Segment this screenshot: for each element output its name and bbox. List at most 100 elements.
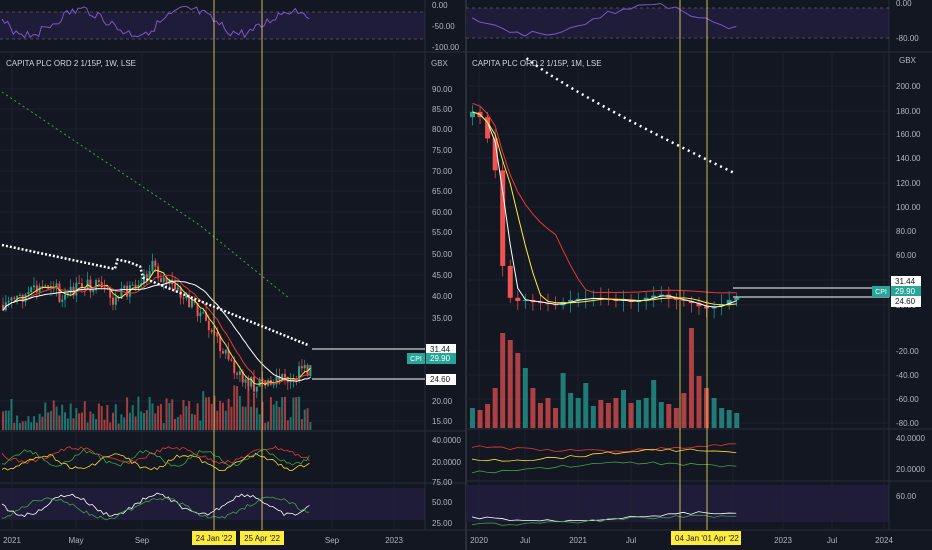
volume-bar — [190, 413, 193, 430]
volume-bar — [13, 422, 16, 430]
candle-body — [154, 260, 157, 267]
candle-body — [61, 299, 64, 302]
rsi-band-left — [0, 12, 425, 39]
candle-body — [247, 379, 250, 387]
volume-bar — [41, 416, 44, 430]
volume-bar — [64, 412, 67, 430]
volume-bar — [162, 423, 165, 430]
volume-bar — [7, 410, 10, 430]
volume-bar — [78, 413, 81, 430]
candle-body — [131, 284, 134, 286]
level-badge — [426, 344, 456, 355]
candle-body — [236, 373, 239, 375]
volume-bar — [281, 397, 284, 430]
candle-body — [109, 289, 112, 298]
y-tick-label-left: 15.00 — [432, 417, 453, 426]
candle-body — [673, 297, 679, 300]
volume-bar — [272, 404, 275, 430]
volume-bar — [295, 397, 298, 430]
y-tick-label-left: 80.00 — [432, 125, 453, 134]
candle-body — [64, 294, 67, 300]
candle-body — [44, 285, 47, 287]
chart-title-right: CAPITA PLC ORD 2 1/15P, 1M, LSE — [472, 59, 602, 68]
candle-body — [492, 138, 498, 171]
rsi-tick-label-right: -80.00 — [896, 34, 919, 43]
x-tick-label-left: May — [68, 536, 83, 545]
volume-bar — [205, 397, 208, 430]
candle-body — [255, 386, 258, 392]
candle-body — [278, 376, 281, 381]
volume-bar — [111, 412, 114, 430]
currency-label-left: GBX — [431, 59, 449, 68]
candle-body — [174, 284, 177, 290]
y-tick-label-right: 140.00 — [896, 154, 921, 163]
candle-body — [241, 371, 244, 383]
oscillator-line-left — [1, 445, 310, 465]
candle-body — [726, 299, 732, 305]
candle-body — [123, 285, 126, 289]
candle-body — [21, 295, 24, 302]
oscillator2-line-right — [471, 514, 737, 526]
volume-bar — [719, 408, 725, 428]
currency-label-right: GBX — [899, 56, 917, 65]
candle-body — [658, 294, 664, 296]
monthly-chart-pane[interactable] — [470, 0, 889, 530]
candle-body — [216, 332, 219, 337]
volume-bar — [179, 414, 182, 430]
volume-bar — [97, 403, 100, 430]
volume-bar — [168, 403, 171, 430]
moving-average-line — [472, 111, 737, 306]
candle-body — [7, 300, 10, 303]
candle-body — [24, 294, 27, 302]
volume-bar — [182, 400, 185, 430]
candle-body — [33, 285, 36, 288]
volume-bar — [278, 407, 281, 430]
y-tick-label-left: 55.00 — [432, 228, 453, 237]
volume-bar — [224, 410, 227, 430]
candle-body — [114, 297, 117, 305]
volume-bar — [44, 402, 47, 430]
ticker-label: CPI — [875, 289, 887, 296]
volume-bar — [199, 420, 202, 430]
volume-bar — [109, 422, 112, 430]
y-tick-label-right: 200.00 — [896, 82, 921, 91]
rsi-line-right — [471, 3, 737, 37]
volume-bar — [145, 410, 148, 430]
volume-bar — [193, 414, 196, 430]
volume-bar — [704, 388, 710, 428]
y-tick-label-left: 75.00 — [432, 146, 453, 155]
candle-body — [55, 283, 58, 289]
candle-body — [500, 170, 506, 266]
candle-body — [151, 260, 154, 272]
volume-bar — [103, 419, 106, 430]
candle-body — [298, 366, 301, 381]
volume-bar — [131, 405, 134, 430]
volume-bar — [207, 396, 210, 430]
candle-body — [176, 287, 179, 290]
volume-bar — [174, 418, 177, 430]
volume-bar — [560, 373, 566, 428]
moving-average-line — [472, 102, 737, 294]
candle-body — [289, 380, 292, 383]
price-badge-label: 29.90 — [430, 354, 451, 363]
volume-bar — [80, 412, 83, 430]
weekly-chart-pane[interactable] — [1, 0, 425, 530]
volume-bar — [238, 395, 241, 430]
oscillator-line-left — [1, 452, 310, 472]
volume-bar — [236, 386, 239, 430]
candle-body — [250, 376, 253, 387]
candle-body — [704, 306, 710, 309]
volume-bar — [477, 410, 483, 428]
candle-body — [522, 299, 528, 301]
candle-body — [244, 379, 247, 383]
candle-body — [196, 302, 199, 317]
volume-bar — [95, 419, 98, 430]
candle-body — [613, 299, 619, 301]
y-tick-label-right: 60.00 — [896, 251, 917, 260]
moving-average-line — [2, 269, 311, 386]
oscillator2-line-left — [1, 492, 310, 518]
x-tick-label-right: 2023 — [774, 536, 792, 545]
volume-bar — [605, 403, 611, 428]
volume-bar — [75, 408, 78, 430]
